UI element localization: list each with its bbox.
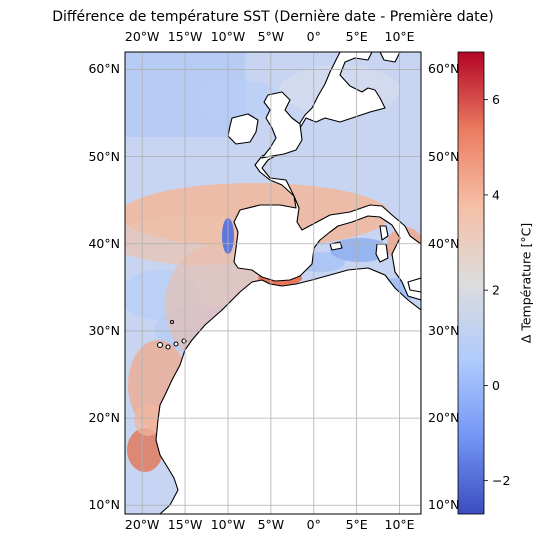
lon-tick-label-bottom: 0°: [306, 517, 321, 532]
lon-tick-label-bottom: 5°W: [257, 517, 285, 532]
lat-tick-label-left: 60°N: [88, 61, 120, 77]
lat-tick-label-right: 20°N: [428, 410, 460, 426]
sea-surface-field: [125, 52, 421, 514]
lon-tick-label-bottom: 5°E: [345, 517, 368, 532]
lon-tick-label-top: 10°W: [210, 29, 246, 44]
lat-tick-label-left: 20°N: [88, 410, 120, 426]
colorbar-ticks: −2 0 2 4 6: [484, 92, 510, 488]
lon-tick-label-top: 20°W: [124, 29, 160, 44]
lon-tick-label-top: 5°W: [257, 29, 285, 44]
chart-title: Différence de température SST (Dernière …: [52, 9, 494, 25]
lat-tick-label-left: 40°N: [88, 235, 120, 251]
gridlines: [125, 52, 421, 514]
lat-tick-label-left: 10°N: [88, 497, 120, 513]
lat-tick-label-left: 50°N: [88, 148, 120, 164]
lon-tick-label-bottom: 15°W: [167, 517, 203, 532]
lon-tick-label-top: 0°: [306, 29, 321, 44]
lat-tick-label-right: 40°N: [428, 235, 460, 251]
colorbar-tick-label: 2: [492, 283, 500, 298]
lon-tick-label-top: 5°E: [345, 29, 368, 44]
colorbar-tick-label: −2: [492, 473, 510, 488]
lon-tick-label-top: 15°W: [167, 29, 203, 44]
lon-tick-label-bottom: 10°W: [210, 517, 246, 532]
land-masses: [155, 52, 421, 514]
colorbar-tick-label: 0: [492, 378, 500, 393]
lon-tick-label-bottom: 10°E: [384, 517, 415, 532]
colorbar-label: Δ Température [°C]: [518, 222, 534, 344]
map-frame: [124, 51, 422, 515]
lon-tick-label-bottom: 20°W: [124, 517, 160, 532]
lat-tick-label-right: 10°N: [428, 497, 460, 513]
lat-tick-label-right: 30°N: [428, 322, 460, 338]
colorbar: [458, 52, 484, 514]
lat-tick-label-right: 60°N: [428, 61, 460, 77]
colorbar-tick-label: 6: [492, 92, 500, 107]
lat-tick-label-left: 30°N: [88, 322, 120, 338]
lat-tick-label-right: 50°N: [428, 148, 460, 164]
lon-tick-label-top: 10°E: [384, 29, 415, 44]
colorbar-tick-label: 4: [492, 187, 500, 202]
